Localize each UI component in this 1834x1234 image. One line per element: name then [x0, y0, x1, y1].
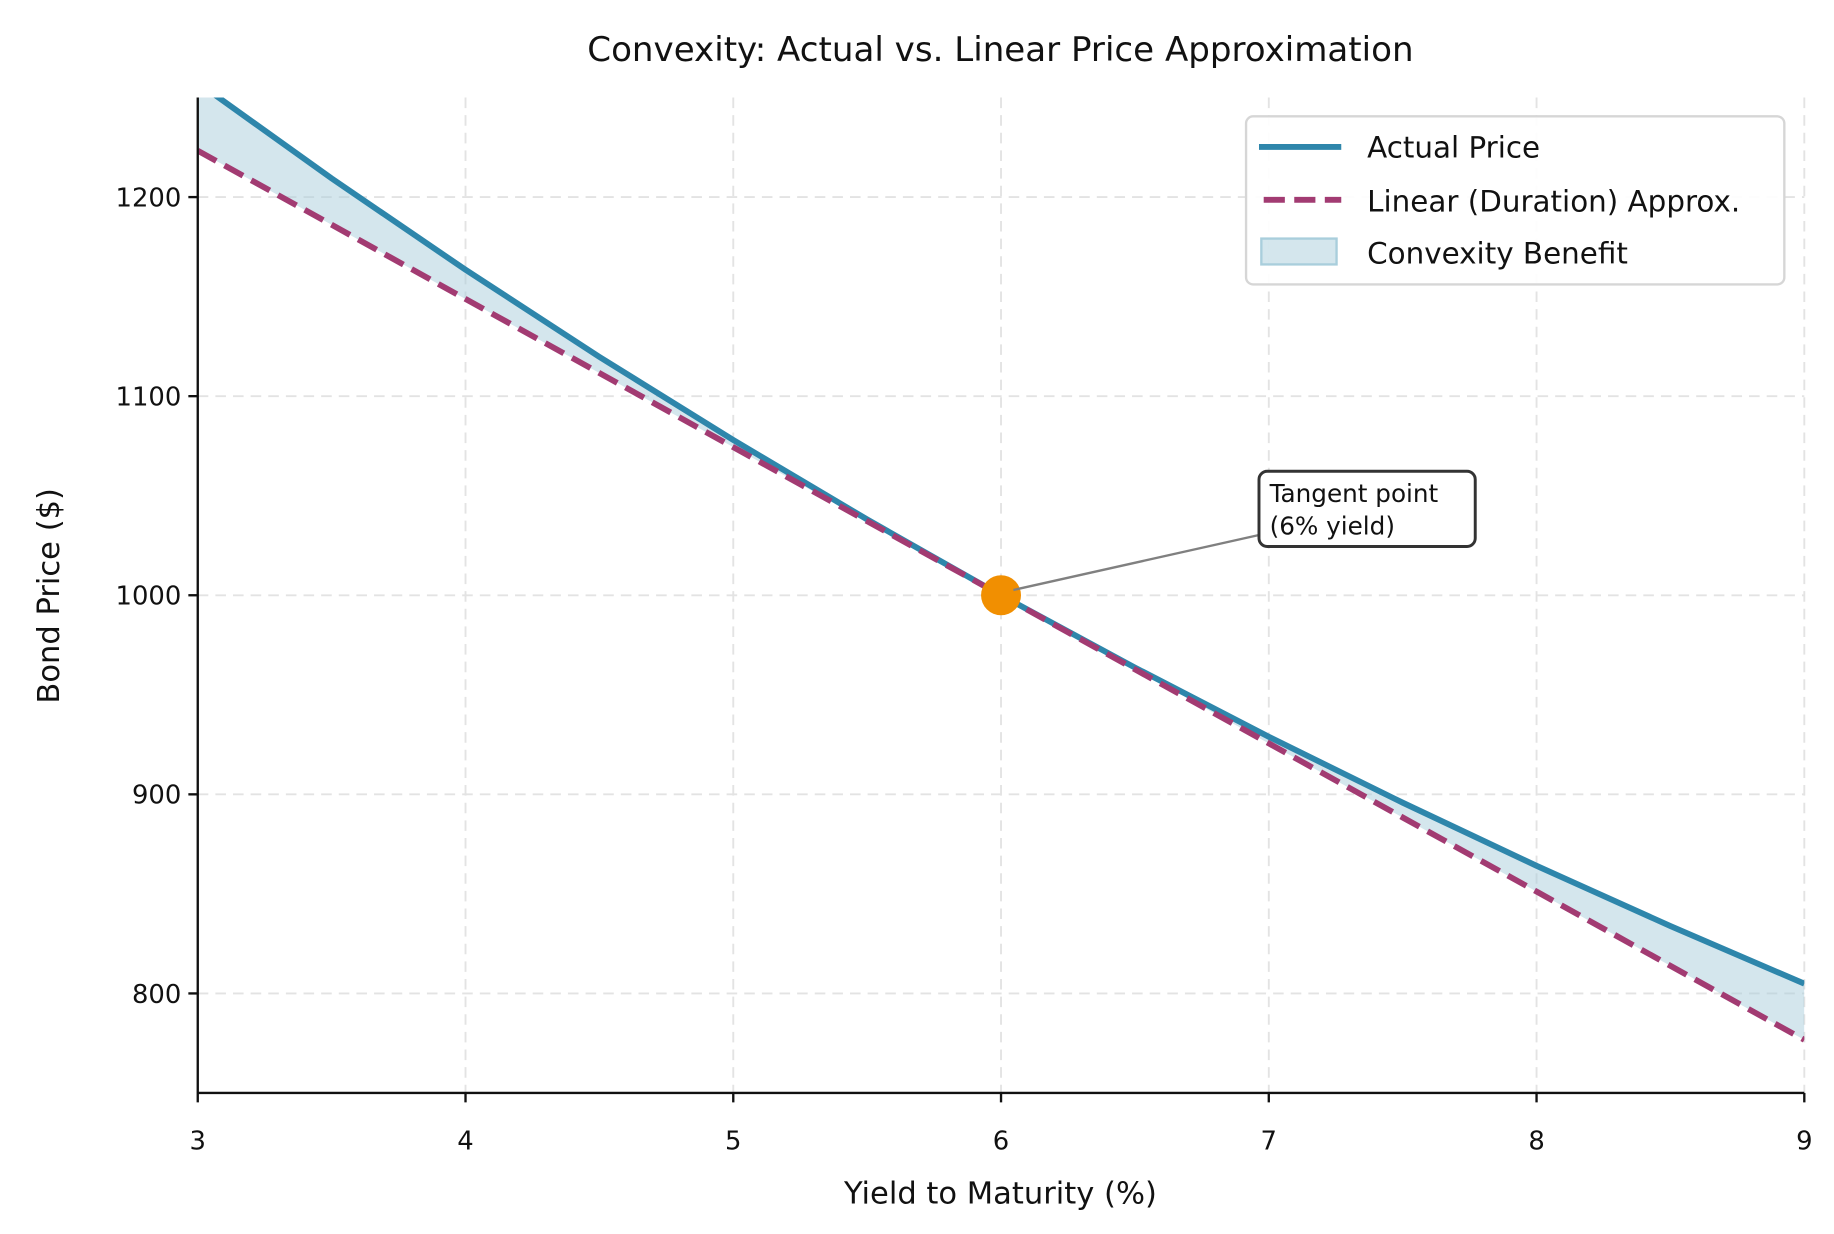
annotation-box — [1257, 469, 1477, 548]
legend-actual-label: Actual Price — [1367, 130, 1540, 164]
ticks: 3 4 5 6 7 8 9 800 900 1000 1100 1200 — [116, 183, 1813, 1156]
chart-title: Convexity: Actual vs. Linear Price Appro… — [587, 30, 1413, 70]
legend-linear-label: Linear (Duration) Approx. — [1367, 185, 1740, 219]
x-tick-label: 6 — [993, 1126, 1009, 1156]
annotation: Tangent point (6% yield) — [1013, 469, 1477, 592]
annotation-line-2: (6% yield) — [1270, 512, 1395, 541]
annotation-arrow — [1013, 533, 1261, 592]
y-tick-label: 1200 — [116, 183, 182, 213]
y-tick-label: 1000 — [116, 582, 182, 612]
y-tick-label: 1100 — [116, 383, 182, 413]
x-tick-label: 4 — [457, 1126, 473, 1156]
legend: Actual Price Linear (Duration) Approx. C… — [1244, 115, 1786, 286]
x-axis-label: Yield to Maturity (%) — [843, 1176, 1157, 1211]
annotation-line-1: Tangent point — [1269, 479, 1439, 508]
y-axis-label: Bond Price ($) — [32, 488, 67, 704]
x-tick-label: 3 — [190, 1126, 206, 1156]
legend-fill-label: Convexity Benefit — [1367, 236, 1628, 270]
x-tick-label: 5 — [725, 1126, 741, 1156]
legend-box — [1244, 115, 1786, 286]
x-tick-label: 7 — [1261, 1126, 1277, 1156]
y-tick-label: 900 — [132, 781, 181, 811]
legend-fill-swatch — [1260, 237, 1338, 266]
x-tick-label: 9 — [1796, 1126, 1812, 1156]
y-tick-label: 800 — [132, 980, 181, 1010]
x-tick-label: 8 — [1528, 1126, 1544, 1156]
tangent-point-marker — [981, 575, 1022, 616]
